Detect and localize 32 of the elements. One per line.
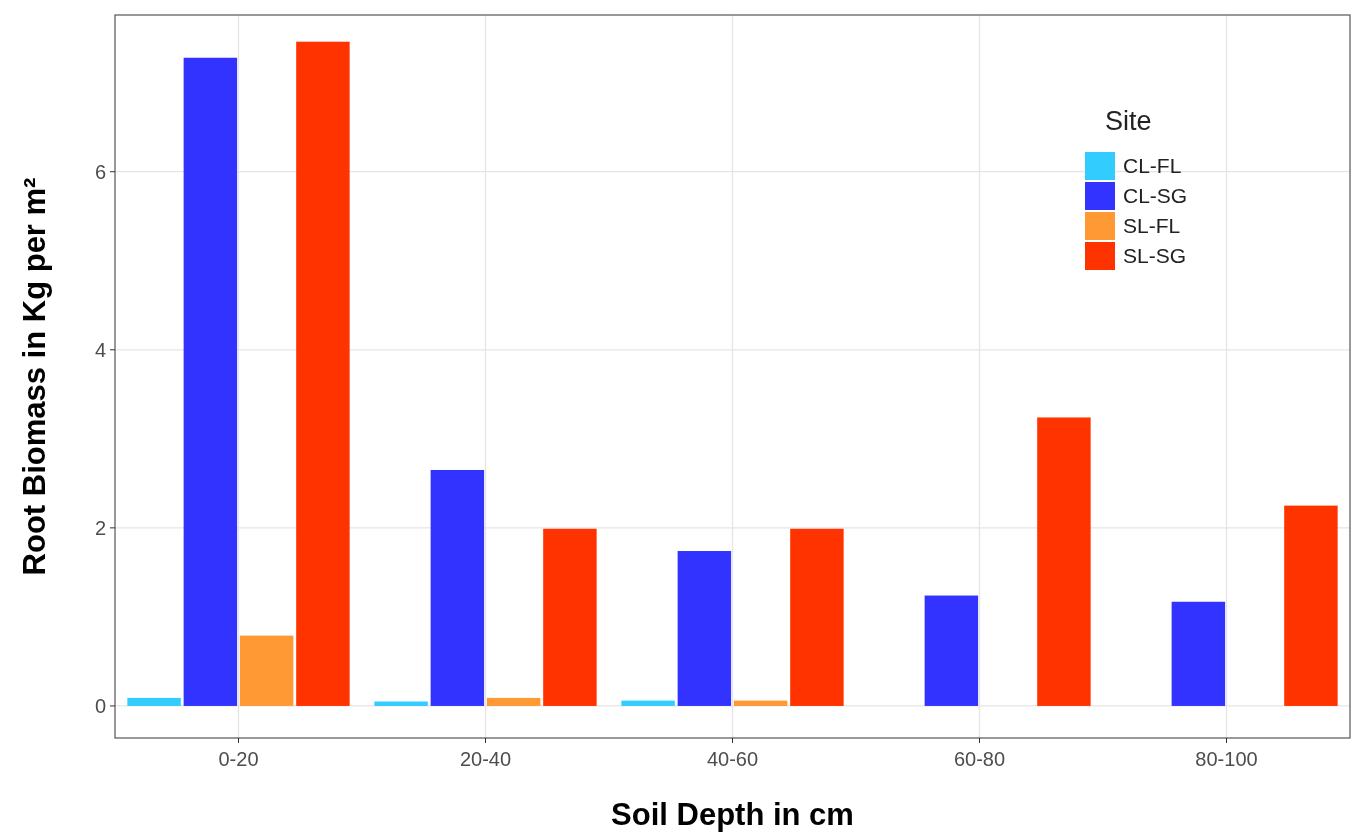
x-axis-title: Soil Depth in cm — [611, 797, 854, 832]
bar — [790, 528, 844, 706]
bar — [183, 57, 238, 706]
legend-title: Site — [1105, 106, 1152, 136]
x-tick-label: 40-60 — [706, 748, 759, 770]
bar — [430, 469, 485, 706]
bar — [127, 697, 181, 706]
bar — [486, 697, 541, 706]
bar — [1037, 417, 1091, 706]
bar — [543, 528, 597, 706]
y-tick-label: 4 — [94, 338, 106, 361]
legend-label: CL-FL — [1123, 154, 1182, 178]
bar — [1284, 505, 1338, 706]
y-tick-label: 2 — [94, 516, 106, 539]
legend-label: SL-SG — [1123, 244, 1187, 268]
bar — [677, 551, 732, 706]
y-tick-label: 0 — [94, 694, 106, 717]
y-axis-title: Root Biomass in Kg per m² — [17, 177, 52, 576]
x-tick-label: 0-20 — [218, 748, 259, 770]
bar — [239, 635, 294, 706]
y-tick-label: 6 — [94, 160, 106, 183]
legend-label: SL-FL — [1123, 214, 1181, 238]
x-tick-label: 80-100 — [1195, 748, 1258, 770]
x-tick-label: 20-40 — [459, 748, 512, 770]
bar — [924, 595, 979, 706]
bar — [296, 41, 350, 706]
legend-label: CL-SG — [1123, 184, 1188, 208]
x-tick-label: 60-80 — [953, 748, 1006, 770]
bar — [1171, 601, 1226, 706]
bar — [733, 700, 788, 706]
bar — [374, 701, 428, 706]
bar — [621, 700, 675, 706]
